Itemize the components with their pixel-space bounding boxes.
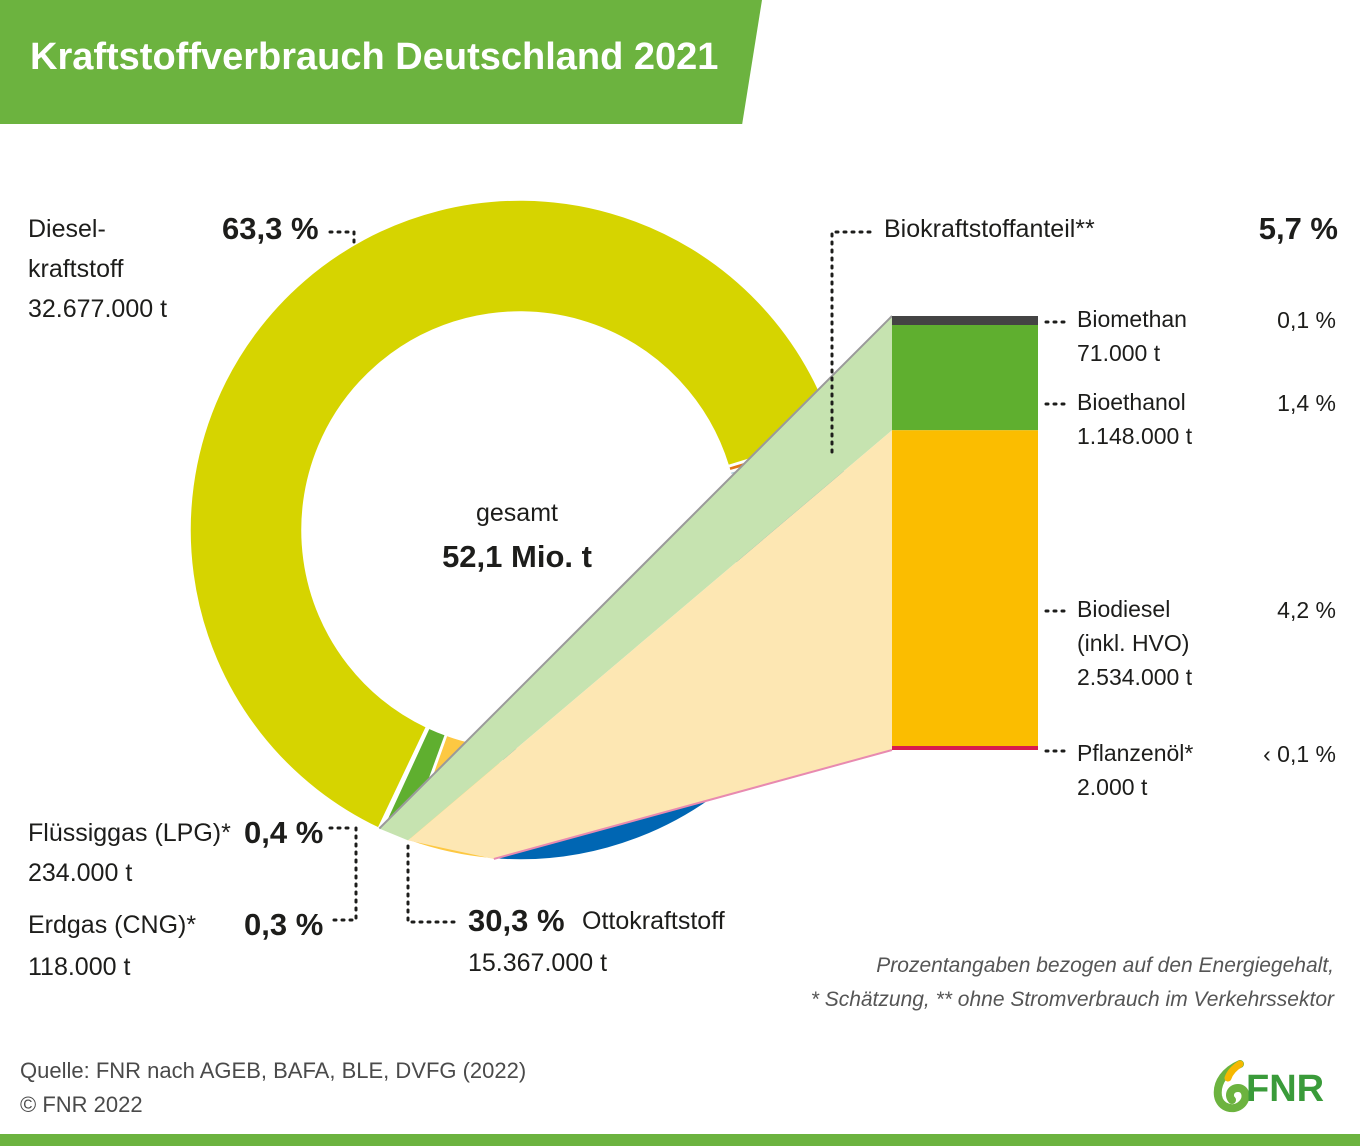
bioethanol-amount: 1.148.000 t (1077, 423, 1193, 449)
breakdown-segment-2 (892, 430, 1038, 746)
connector-edge-bottom (493, 749, 893, 860)
biomethan-name: Biomethan (1077, 306, 1187, 332)
source-line: Quelle: FNR nach AGEB, BAFA, BLE, DVFG (… (20, 1058, 527, 1083)
center-label: gesamt (476, 499, 558, 527)
donut-slice-0 (189, 199, 837, 830)
breakdown-segment-1 (892, 325, 1038, 431)
bioethanol-pct: 1,4 % (1277, 390, 1336, 416)
pflanzenoel-name: Pflanzenöl* (1077, 740, 1194, 766)
pflanzenoel-amount: 2.000 t (1077, 774, 1148, 800)
cng-pct: 0,3 % (244, 907, 324, 942)
cng-name: Erdgas (CNG)* (28, 911, 197, 939)
diesel-name-1: Diesel- (28, 215, 106, 243)
diesel-pct: 63,3 % (222, 211, 319, 246)
biodiesel-amount: 2.534.000 t (1077, 664, 1193, 690)
breakdown-segment-0 (892, 316, 1038, 325)
leader-otto (406, 844, 460, 924)
lpg-name: Flüssiggas (LPG)* (28, 819, 231, 847)
lpg-amount: 234.000 t (28, 859, 133, 887)
title-banner (0, 0, 762, 124)
connector-bioethanol (379, 316, 892, 841)
leader-cng (328, 826, 358, 922)
connector-shapes (378, 315, 893, 860)
cng-amount: 118.000 t (28, 953, 131, 981)
leader-bio-total (830, 230, 874, 454)
bottom-bar (0, 1134, 1360, 1146)
biodiesel-pct: 4,2 % (1277, 597, 1336, 623)
bio-total-name: Biokraftstoffanteil** (884, 215, 1095, 243)
fnr-logo-icon (1213, 1060, 1250, 1113)
note-line-1: Prozentangaben bezogen auf den Energiege… (876, 954, 1334, 977)
note-line-2: * Schätzung, ** ohne Stromverbrauch im V… (810, 988, 1334, 1011)
chart-title: Kraftstoffverbrauch Deutschland 2021 (30, 36, 719, 78)
leader-diesel (328, 230, 356, 246)
bio-breakdown-bar (892, 316, 1038, 750)
diesel-amount: 32.677.000 t (28, 295, 168, 323)
leader-lines (328, 230, 1070, 924)
biomethan-amount: 71.000 t (1077, 340, 1161, 366)
breakdown-segment-3 (892, 746, 1038, 750)
connector-biodiesel (408, 430, 892, 859)
otto-name: Ottokraftstoff (582, 907, 725, 935)
biodiesel-name-2: (inkl. HVO) (1077, 630, 1190, 656)
fnr-logo: FNR (1212, 1060, 1338, 1116)
bio-total-pct: 5,7 % (1258, 211, 1338, 246)
lpg-pct: 0,4 % (244, 815, 324, 850)
center-total: 52,1 Mio. t (442, 539, 592, 574)
biomethan-pct: 0,1 % (1277, 307, 1336, 333)
biodiesel-name-1: Biodiesel (1077, 596, 1171, 622)
otto-pct: 30,3 % (468, 903, 565, 938)
diesel-name-2: kraftstoff (28, 255, 124, 283)
pflanzenoel-pct: ‹ 0,1 % (1263, 741, 1336, 767)
otto-amount: 15.367.000 t (468, 949, 608, 977)
bioethanol-name: Bioethanol (1077, 389, 1186, 415)
copyright-line: © FNR 2022 (20, 1092, 143, 1117)
fnr-logo-text: FNR (1246, 1068, 1325, 1110)
connector-edge-top (378, 315, 893, 830)
